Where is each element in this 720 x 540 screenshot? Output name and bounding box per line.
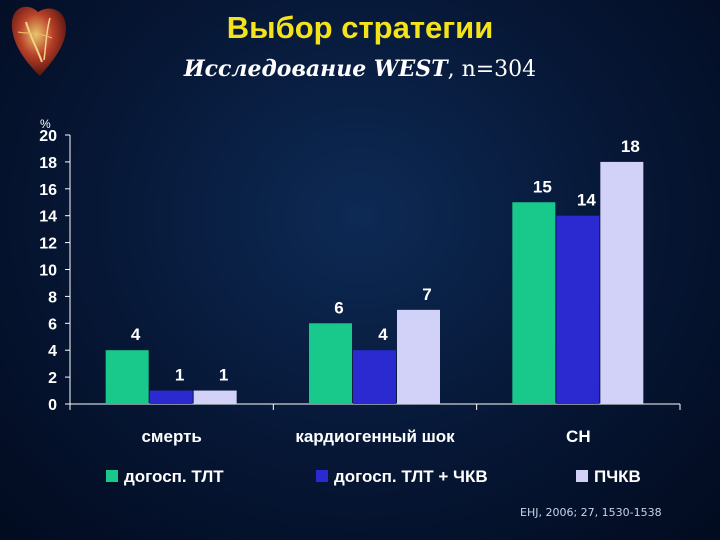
y-tick-label: 18 <box>39 155 57 172</box>
y-tick-label: 2 <box>48 370 57 387</box>
chart-legend: догосп. ТЛТ догосп. ТЛТ + ЧКВ ПЧКВ <box>106 467 641 486</box>
bar <box>149 390 193 404</box>
legend-swatch <box>576 470 588 482</box>
x-category-label: кардиогенный шок <box>295 427 455 446</box>
heart-icon <box>11 6 66 77</box>
bar <box>193 390 237 404</box>
bar <box>397 309 440 404</box>
x-category-label: смерть <box>141 427 201 446</box>
page-title: Выбор стратегии <box>226 10 494 45</box>
x-category-label: СН <box>566 427 591 446</box>
bar <box>512 202 556 404</box>
legend-label: догосп. ТЛТ + ЧКВ <box>334 467 488 486</box>
chart-value-labels: 4 1 1 6 4 7 15 14 18 <box>131 137 640 385</box>
bar <box>353 350 396 404</box>
bar-value-label: 15 <box>533 177 552 196</box>
y-tick-label: 4 <box>48 343 57 360</box>
bar-value-label: 1 <box>219 366 228 385</box>
study-name: Исследование WEST <box>183 56 448 82</box>
chart-categories: смерть кардиогенный шок СН <box>141 427 590 446</box>
y-unit-label: % <box>40 117 51 131</box>
y-tick-label: 8 <box>48 289 57 306</box>
bar-value-label: 6 <box>334 298 343 317</box>
bar <box>600 161 644 404</box>
bar-value-label: 4 <box>131 325 141 344</box>
legend-label: догосп. ТЛТ <box>124 467 224 486</box>
bar <box>556 215 600 404</box>
legend-label: ПЧКВ <box>594 467 641 486</box>
legend-swatch <box>106 470 118 482</box>
y-tick-label: 6 <box>48 316 57 333</box>
bar <box>105 350 149 404</box>
y-tick-label: 0 <box>48 397 57 414</box>
y-tick-label: 14 <box>39 209 57 226</box>
bar-value-label: 14 <box>577 191 596 210</box>
bar-value-label: 1 <box>175 366 184 385</box>
bar-value-label: 18 <box>621 137 640 156</box>
bar-value-label: 4 <box>378 325 388 344</box>
y-tick-label: 12 <box>39 236 57 253</box>
page-subtitle: Исследование WEST, n=304 <box>0 56 720 82</box>
bar-value-label: 7 <box>422 285 431 304</box>
y-tick-label: 20 <box>39 128 57 145</box>
chart-bars <box>105 161 644 404</box>
legend-swatch <box>316 470 328 482</box>
bar <box>309 323 352 404</box>
y-tick-label: 10 <box>39 263 57 280</box>
study-n: , n=304 <box>447 57 537 82</box>
y-tick-label: 16 <box>39 182 57 199</box>
reference-citation: EHJ, 2006; 27, 1530-1538 <box>520 506 662 519</box>
